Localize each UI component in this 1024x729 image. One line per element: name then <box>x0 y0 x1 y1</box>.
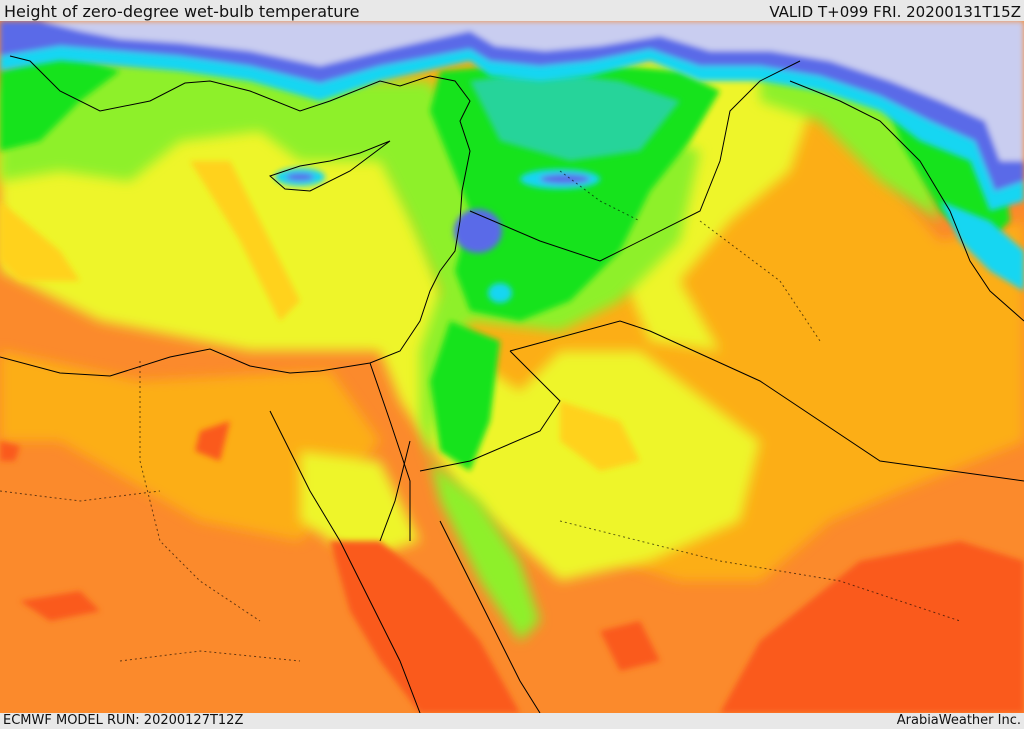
field-yellow-sinai <box>300 451 420 561</box>
weather-map <box>0 21 1024 713</box>
admin-border-4 <box>699 220 821 342</box>
admin-border-6 <box>559 170 641 222</box>
field-gold-2 <box>0 201 80 281</box>
field-red-west-2 <box>195 421 230 461</box>
field-light-green-north <box>760 61 940 221</box>
field-amber-west <box>0 351 380 541</box>
valid-time: VALID T+099 FRI. 20200131T15Z <box>769 3 1021 21</box>
model-run: ECMWF MODEL RUN: 20200127T12Z <box>3 713 244 728</box>
coastline-persian-gulf <box>789 80 1024 322</box>
field-blue-lebanon <box>454 209 502 253</box>
coastlines <box>0 55 1024 713</box>
field-blue-north <box>0 21 1024 191</box>
coastline-cyprus <box>269 140 391 192</box>
field-gold-3 <box>560 401 640 471</box>
border-egypt-sinai <box>369 362 411 541</box>
field-blue-cyprus <box>286 173 314 181</box>
field-red-sea <box>330 541 520 713</box>
border-iraq <box>469 60 801 262</box>
admin-border-2 <box>0 490 161 502</box>
field-yellow <box>0 91 760 581</box>
field-teal <box>470 71 680 161</box>
field-cyan-jordan <box>488 283 512 303</box>
field-green <box>0 51 120 151</box>
admin-borders <box>0 170 961 662</box>
field-red-west-1 <box>20 591 100 621</box>
footer-bar: ECMWF MODEL RUN: 20200127T12Z ArabiaWeat… <box>0 713 1024 729</box>
admin-border-1 <box>139 361 261 622</box>
map-title: Height of zero-degree wet-bulb temperatu… <box>4 2 360 21</box>
coastline-red-sea-east <box>439 520 541 713</box>
field-red-west-3 <box>0 441 20 461</box>
field-red-mid <box>600 621 660 671</box>
border-saudi-north <box>509 320 1024 482</box>
admin-border-5 <box>119 650 301 662</box>
field-cyan-north <box>0 21 1024 211</box>
field-blue-syria <box>540 174 590 184</box>
coastline-aqaba <box>379 440 411 542</box>
header-bar: Height of zero-degree wet-bulb temperatu… <box>0 0 1024 21</box>
border-jordan <box>419 350 561 472</box>
field-red-southeast <box>720 541 1024 713</box>
field-gold-1 <box>190 161 300 321</box>
field-cyan-iran <box>940 201 1024 291</box>
credit: ArabiaWeather Inc. <box>896 713 1021 728</box>
map-canvas <box>0 21 1024 713</box>
field-green-jordan <box>430 321 500 471</box>
coastline-red-sea-west <box>269 410 421 713</box>
field-lavender-north <box>40 21 1024 161</box>
coastline-north-africa <box>0 55 471 377</box>
